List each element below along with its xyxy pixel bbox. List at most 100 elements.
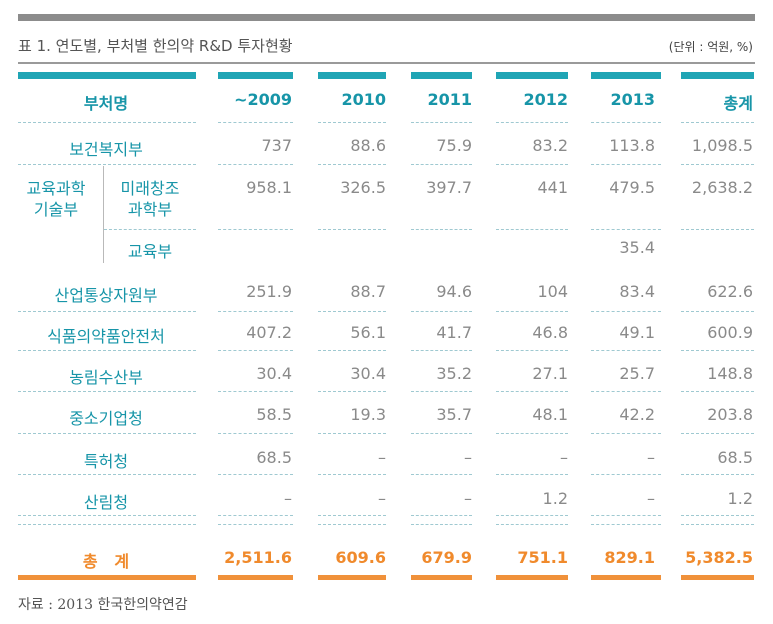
row-divider [681, 515, 754, 516]
value-cell: 75.9 [436, 136, 472, 155]
column-footer-bar [218, 575, 293, 580]
row-divider [496, 515, 568, 516]
row-divider [318, 350, 386, 351]
row-divider [681, 391, 754, 392]
column-footer-bar [681, 575, 754, 580]
column-footer-bar [318, 575, 386, 580]
row-divider [18, 433, 196, 434]
row-divider [411, 524, 472, 525]
value-cell: 19.3 [350, 405, 386, 424]
ministry-label: 식품의약품안전처 [47, 327, 165, 346]
value-cell: 68.5 [717, 448, 753, 467]
total-value: 751.1 [517, 548, 568, 567]
value-cell: 42.2 [619, 405, 655, 424]
row-divider [218, 515, 293, 516]
source-note: 자료 : 2013 한국한의약연감 [18, 597, 188, 613]
row-divider [496, 391, 568, 392]
column-header-bar [411, 72, 472, 79]
row-divider [591, 391, 661, 392]
ministry-label: 중소기업청 [69, 409, 143, 428]
unit-note: (단위 : 억원, %) [668, 40, 753, 54]
row-divider [318, 229, 386, 230]
row-divider [218, 350, 293, 351]
row-divider [496, 474, 568, 475]
column-footer-bar [496, 575, 568, 580]
column-header-bar [496, 72, 568, 79]
value-cell: 203.8 [707, 405, 753, 424]
value-cell: 407.2 [246, 323, 292, 342]
row-divider [496, 311, 568, 312]
ministry-label: 미래창조 과학부 [120, 179, 180, 219]
row-divider [318, 122, 386, 123]
row-divider [218, 164, 293, 165]
value-cell: 148.8 [707, 364, 753, 383]
value-cell: 83.4 [619, 282, 655, 301]
row-divider [218, 474, 293, 475]
row-divider [591, 524, 661, 525]
value-cell: 30.4 [350, 364, 386, 383]
value-cell: 35.2 [436, 364, 472, 383]
row-divider [591, 350, 661, 351]
value-cell: 104 [537, 282, 568, 301]
value-cell: 46.8 [532, 323, 568, 342]
value-cell: 49.1 [619, 323, 655, 342]
value-cell: 113.8 [609, 136, 655, 155]
row-divider [591, 164, 661, 165]
row-divider [18, 311, 196, 312]
column-header-year: 2011 [427, 90, 472, 109]
value-cell: – [378, 448, 386, 467]
row-divider [318, 311, 386, 312]
value-cell: 479.5 [609, 178, 655, 197]
row-divider [681, 311, 754, 312]
row-divider [18, 164, 196, 165]
value-cell: 94.6 [436, 282, 472, 301]
row-divider [411, 229, 472, 230]
ministry-label: 보건복지부 [69, 140, 143, 159]
value-cell: – [464, 448, 472, 467]
column-header-bar [318, 72, 386, 79]
row-divider [411, 515, 472, 516]
row-divider [104, 229, 196, 230]
ministry-label: 교육부 [127, 242, 173, 261]
value-cell: 83.2 [532, 136, 568, 155]
ministry-label: 산업통상자원부 [54, 286, 158, 305]
value-cell: 958.1 [246, 178, 292, 197]
value-cell: – [560, 448, 568, 467]
merged-cell-divider [103, 166, 104, 263]
title-rule [18, 62, 755, 64]
row-divider [681, 474, 754, 475]
row-divider [318, 474, 386, 475]
row-divider [496, 433, 568, 434]
value-cell: 41.7 [436, 323, 472, 342]
column-footer-bar [18, 575, 196, 580]
total-value: 679.9 [421, 548, 472, 567]
value-cell: 35.4 [619, 238, 655, 257]
row-divider [218, 391, 293, 392]
value-cell: 2,638.2 [691, 178, 753, 197]
column-header-year: ~2009 [234, 90, 292, 109]
value-cell: 30.4 [256, 364, 292, 383]
row-divider [591, 122, 661, 123]
row-divider [411, 391, 472, 392]
total-value: 2,511.6 [224, 548, 292, 567]
value-cell: 48.1 [532, 405, 568, 424]
column-header-bar [218, 72, 293, 79]
row-divider [18, 122, 196, 123]
value-cell: 88.7 [350, 282, 386, 301]
ministry-group-label: 교육과학 기술부 [26, 179, 86, 219]
value-cell: – [647, 448, 655, 467]
value-cell: 737 [261, 136, 292, 155]
row-divider [591, 311, 661, 312]
table-title: 표 1. 연도별, 부처별 한의약 R&D 투자현황 [18, 37, 293, 55]
value-cell: – [464, 489, 472, 508]
row-divider [18, 515, 196, 516]
column-header-year: 2013 [610, 90, 655, 109]
row-divider [681, 433, 754, 434]
value-cell: – [284, 489, 292, 508]
row-divider [218, 524, 293, 525]
column-header-bar [18, 72, 196, 79]
row-divider [681, 524, 754, 525]
value-cell: 326.5 [340, 178, 386, 197]
row-divider [591, 515, 661, 516]
value-cell: 25.7 [619, 364, 655, 383]
